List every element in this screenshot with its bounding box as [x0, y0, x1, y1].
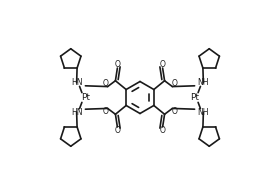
Text: Pt: Pt [81, 93, 90, 102]
Text: NH: NH [198, 108, 209, 117]
Text: NH: NH [198, 78, 209, 87]
Text: O: O [160, 60, 165, 69]
Text: O: O [171, 79, 177, 88]
Text: O: O [171, 107, 177, 116]
Text: O: O [103, 79, 109, 88]
Text: O: O [115, 60, 120, 69]
Text: HN: HN [71, 108, 82, 117]
Text: Pt: Pt [190, 93, 199, 102]
Text: O: O [160, 126, 165, 135]
Text: HN: HN [71, 78, 82, 87]
Text: O: O [115, 126, 120, 135]
Text: O: O [103, 107, 109, 116]
